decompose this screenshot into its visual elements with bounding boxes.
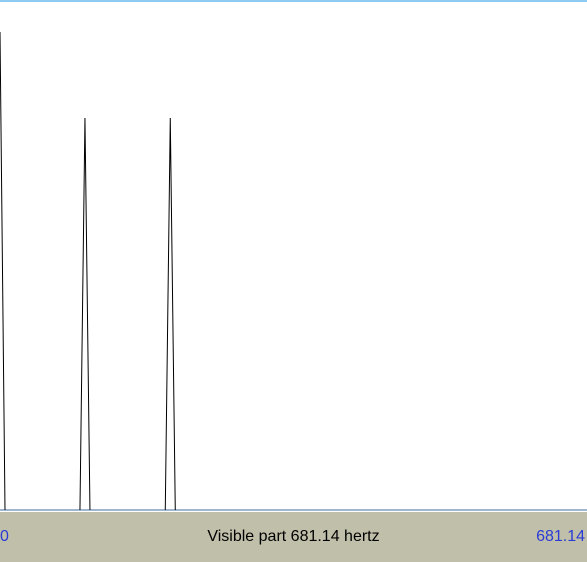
visible-part-label: Visible part 681.14 hertz xyxy=(207,528,380,545)
status-bar: 0 Visible part 681.14 hertz 681.14 xyxy=(0,512,587,562)
range-end-value[interactable]: 681.14 xyxy=(536,528,585,545)
range-start-value[interactable]: 0 xyxy=(0,528,9,545)
top-border xyxy=(0,0,587,2)
spectrum-plot-area[interactable] xyxy=(0,2,587,512)
spectrum-peak xyxy=(79,118,91,511)
spectrum-svg xyxy=(0,31,587,511)
spectrum-peak xyxy=(164,118,176,511)
spectrum-peak xyxy=(0,31,6,511)
spectrum-peaks xyxy=(0,31,176,511)
